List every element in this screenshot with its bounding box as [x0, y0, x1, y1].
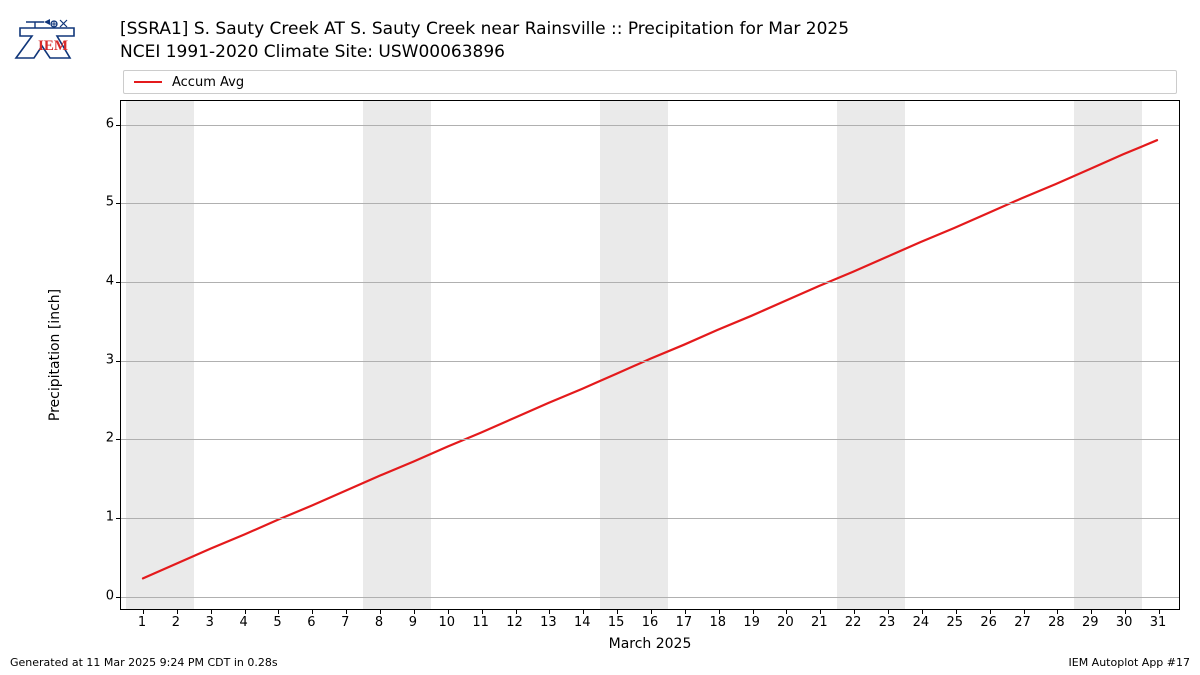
xtick-label: 22 — [845, 615, 862, 630]
series-line — [121, 101, 1179, 609]
ytick-label: 4 — [84, 274, 114, 289]
xtick-mark — [1159, 609, 1160, 614]
xtick-mark — [278, 609, 279, 614]
xtick-mark — [956, 609, 957, 614]
xtick-label: 9 — [409, 615, 417, 630]
xtick-mark — [312, 609, 313, 614]
xtick-mark — [617, 609, 618, 614]
xtick-label: 29 — [1082, 615, 1099, 630]
xtick-mark — [820, 609, 821, 614]
gridline — [121, 125, 1179, 126]
ytick-label: 5 — [84, 195, 114, 210]
ytick-mark — [116, 282, 121, 283]
xtick-label: 17 — [676, 615, 693, 630]
xtick-label: 14 — [574, 615, 591, 630]
xtick-label: 7 — [341, 615, 349, 630]
legend-label: Accum Avg — [172, 75, 244, 90]
ytick-label: 2 — [84, 431, 114, 446]
xtick-mark — [854, 609, 855, 614]
xtick-label: 2 — [172, 615, 180, 630]
xtick-mark — [990, 609, 991, 614]
gridline — [121, 597, 1179, 598]
xtick-label: 31 — [1150, 615, 1167, 630]
gridline — [121, 282, 1179, 283]
xtick-mark — [1057, 609, 1058, 614]
ytick-label: 6 — [84, 116, 114, 131]
title-line-2: NCEI 1991-2020 Climate Site: USW00063896 — [120, 41, 849, 64]
xtick-mark — [685, 609, 686, 614]
xtick-mark — [922, 609, 923, 614]
xtick-mark — [1125, 609, 1126, 614]
xtick-label: 23 — [879, 615, 896, 630]
xtick-mark — [346, 609, 347, 614]
gridline — [121, 439, 1179, 440]
x-axis-label: March 2025 — [609, 636, 692, 652]
ytick-label: 0 — [84, 588, 114, 603]
xtick-mark — [1024, 609, 1025, 614]
legend-swatch — [134, 81, 162, 84]
xtick-label: 15 — [608, 615, 625, 630]
gridline — [121, 518, 1179, 519]
ytick-mark — [116, 361, 121, 362]
xtick-label: 4 — [239, 615, 247, 630]
xtick-mark — [719, 609, 720, 614]
iem-logo: IEM — [12, 18, 82, 64]
plot-area — [120, 100, 1180, 610]
xtick-mark — [143, 609, 144, 614]
ytick-mark — [116, 439, 121, 440]
xtick-mark — [482, 609, 483, 614]
xtick-label: 27 — [1014, 615, 1031, 630]
xtick-mark — [516, 609, 517, 614]
xtick-label: 16 — [642, 615, 659, 630]
ytick-label: 1 — [84, 510, 114, 525]
legend: Accum Avg — [123, 70, 1177, 94]
footer-generated: Generated at 11 Mar 2025 9:24 PM CDT in … — [10, 656, 278, 669]
xtick-mark — [549, 609, 550, 614]
ytick-mark — [116, 125, 121, 126]
xtick-label: 10 — [439, 615, 456, 630]
xtick-label: 18 — [709, 615, 726, 630]
gridline — [121, 361, 1179, 362]
xtick-label: 12 — [506, 615, 523, 630]
xtick-label: 24 — [913, 615, 930, 630]
svg-text:IEM: IEM — [38, 38, 68, 54]
xtick-label: 28 — [1048, 615, 1065, 630]
xtick-mark — [211, 609, 212, 614]
xtick-mark — [753, 609, 754, 614]
title-line-1: [SSRA1] S. Sauty Creek AT S. Sauty Creek… — [120, 18, 849, 41]
xtick-label: 8 — [375, 615, 383, 630]
xtick-mark — [786, 609, 787, 614]
xtick-label: 26 — [980, 615, 997, 630]
xtick-mark — [583, 609, 584, 614]
ytick-mark — [116, 518, 121, 519]
chart-title: [SSRA1] S. Sauty Creek AT S. Sauty Creek… — [120, 18, 849, 64]
xtick-label: 25 — [947, 615, 964, 630]
xtick-label: 30 — [1116, 615, 1133, 630]
xtick-label: 1 — [138, 615, 146, 630]
xtick-label: 19 — [743, 615, 760, 630]
xtick-label: 21 — [811, 615, 828, 630]
ytick-mark — [116, 597, 121, 598]
xtick-label: 13 — [540, 615, 557, 630]
y-axis-label: Precipitation [inch] — [47, 289, 63, 421]
xtick-mark — [245, 609, 246, 614]
xtick-mark — [380, 609, 381, 614]
footer-app: IEM Autoplot App #17 — [1069, 656, 1191, 669]
xtick-label: 6 — [307, 615, 315, 630]
xtick-mark — [414, 609, 415, 614]
xtick-label: 3 — [206, 615, 214, 630]
xtick-mark — [177, 609, 178, 614]
gridline — [121, 203, 1179, 204]
xtick-label: 11 — [472, 615, 489, 630]
xtick-mark — [448, 609, 449, 614]
xtick-label: 20 — [777, 615, 794, 630]
xtick-mark — [888, 609, 889, 614]
ytick-mark — [116, 203, 121, 204]
ytick-label: 3 — [84, 352, 114, 367]
xtick-mark — [651, 609, 652, 614]
xtick-mark — [1091, 609, 1092, 614]
xtick-label: 5 — [273, 615, 281, 630]
